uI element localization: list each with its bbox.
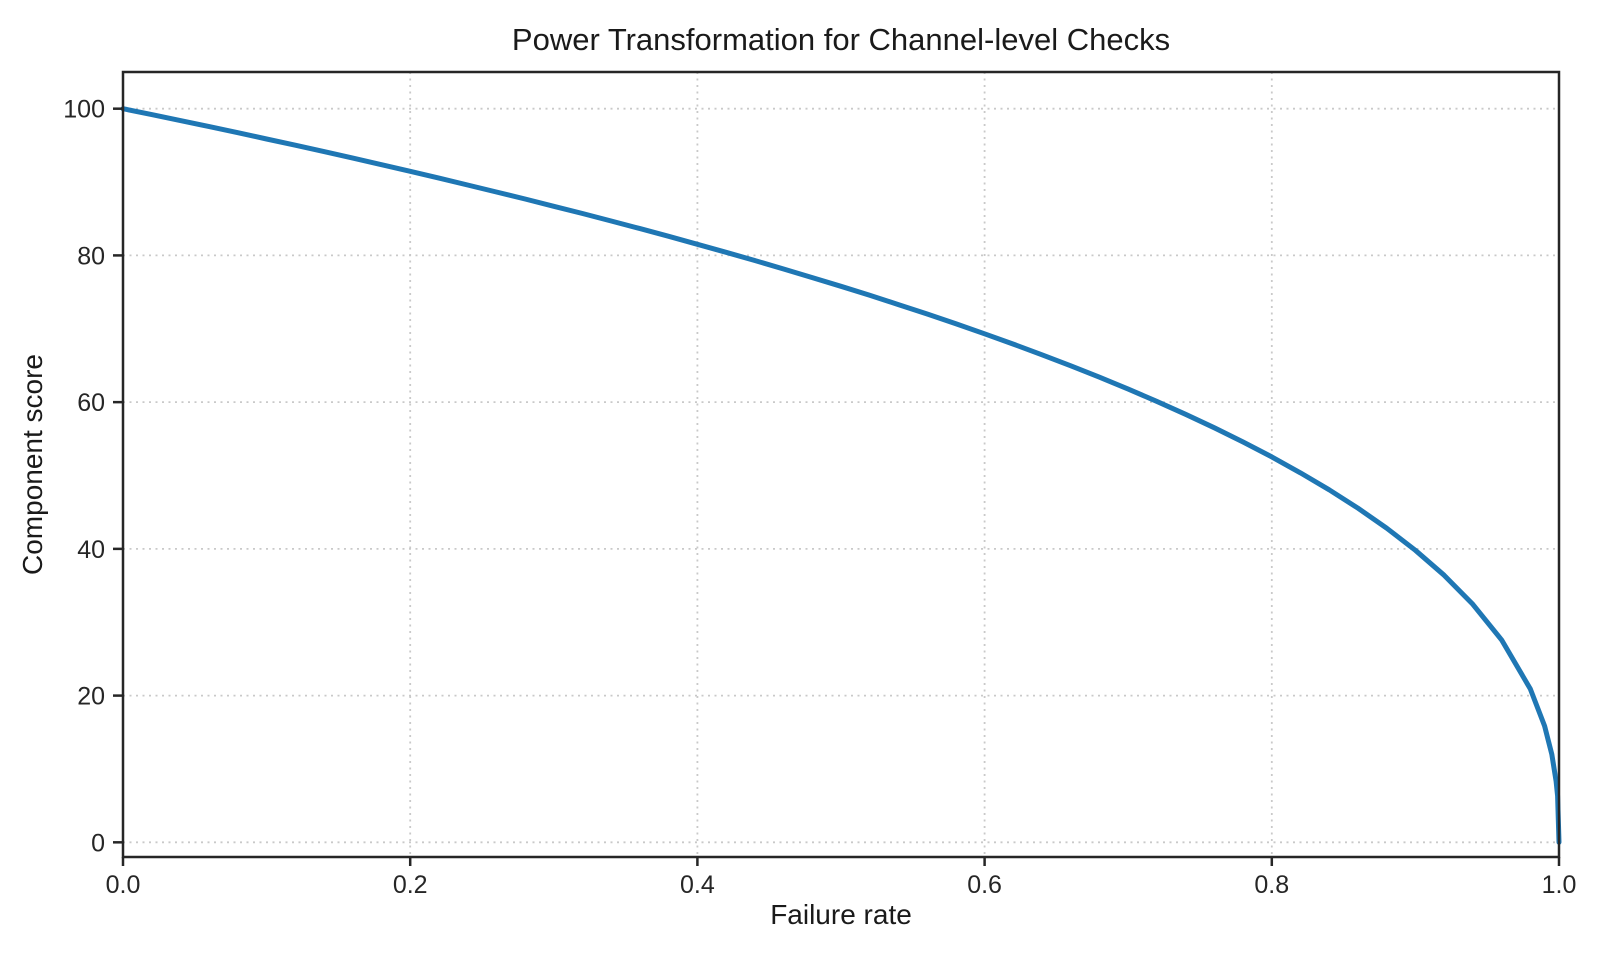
component-score-curve — [120, 106, 1562, 845]
gridlines — [122, 72, 1560, 857]
y-tick-label: 60 — [77, 389, 105, 417]
y-tick-label: 0 — [91, 829, 105, 857]
y-tick-label: 20 — [77, 683, 105, 711]
x-tick-label: 0.8 — [1254, 871, 1289, 899]
x-tick-label: 0.4 — [680, 871, 715, 899]
y-axis-label: Component score — [17, 354, 48, 575]
x-tick-label: 0.2 — [393, 871, 428, 899]
x-tick-label: 0.0 — [106, 871, 141, 899]
y-tick-label: 100 — [63, 96, 105, 124]
x-tick-label: 0.6 — [967, 871, 1002, 899]
tick-labels: 0.0 0.2 0.4 0.6 0.8 1.0 0 20 40 60 80 100 — [63, 96, 1576, 899]
y-tick-label: 80 — [77, 242, 105, 270]
axis-ticks — [113, 107, 1561, 866]
x-tick-label: 1.0 — [1542, 871, 1577, 899]
chart-title: Power Transformation for Channel-level C… — [512, 22, 1170, 57]
y-tick-label: 40 — [77, 536, 105, 564]
series-layer — [120, 106, 1562, 845]
plot-border — [121, 70, 1561, 859]
x-axis-label: Failure rate — [770, 899, 912, 930]
